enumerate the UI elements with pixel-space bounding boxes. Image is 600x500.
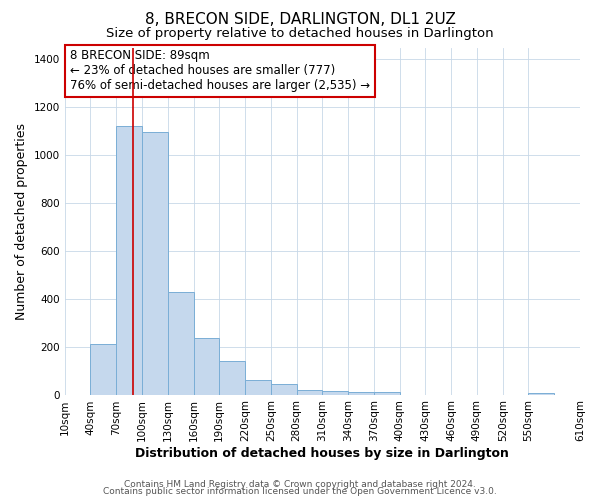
Text: Size of property relative to detached houses in Darlington: Size of property relative to detached ho… [106,28,494,40]
Bar [322,392,348,394]
Y-axis label: Number of detached properties: Number of detached properties [15,122,28,320]
Bar [219,361,245,394]
Bar [168,292,193,395]
Bar [296,390,322,394]
Bar [193,338,219,394]
Bar [116,126,142,394]
Bar [142,132,168,394]
Bar [245,380,271,394]
Bar [374,392,400,394]
Bar [91,344,116,395]
Text: 8, BRECON SIDE, DARLINGTON, DL1 2UZ: 8, BRECON SIDE, DARLINGTON, DL1 2UZ [145,12,455,28]
Text: Contains public sector information licensed under the Open Government Licence v3: Contains public sector information licen… [103,487,497,496]
X-axis label: Distribution of detached houses by size in Darlington: Distribution of detached houses by size … [136,447,509,460]
Bar [348,392,374,394]
Bar [271,384,296,394]
Text: 8 BRECON SIDE: 89sqm
← 23% of detached houses are smaller (777)
76% of semi-deta: 8 BRECON SIDE: 89sqm ← 23% of detached h… [70,49,370,92]
Text: Contains HM Land Registry data © Crown copyright and database right 2024.: Contains HM Land Registry data © Crown c… [124,480,476,489]
